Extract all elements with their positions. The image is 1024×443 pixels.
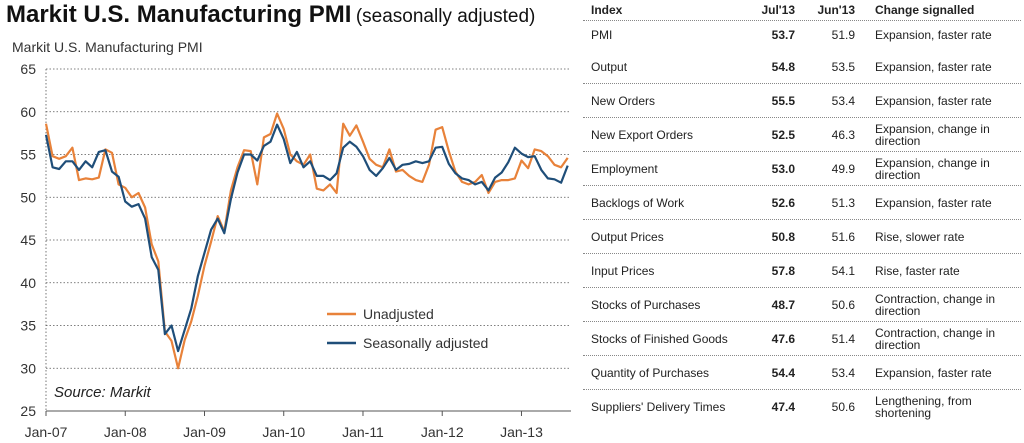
- y-tick-label: 65: [20, 61, 36, 77]
- chart-source: Source: Markit: [54, 384, 152, 401]
- row-jun-value: 46.3: [805, 118, 867, 151]
- table-header: Index Jul'13 Jun'13 Change signalled: [583, 0, 1021, 20]
- table-row: New Orders 55.5 53.4 Expansion, faster rate: [583, 83, 1021, 117]
- title-sub: (seasonally adjusted): [355, 6, 536, 27]
- x-tick-label: Jan-09: [183, 424, 226, 440]
- table-row: PMI 53.7 51.9 Expansion, faster rate: [583, 20, 1021, 48]
- page-title: Markit U.S. Manufacturing PMI (seasonall…: [6, 1, 535, 29]
- row-jul-value: 50.8: [743, 220, 805, 253]
- row-change-signalled: Expansion, faster rate: [875, 27, 992, 42]
- row-jun-value: 53.4: [805, 356, 867, 389]
- row-change-signalled: Rise, faster rate: [875, 263, 960, 278]
- row-change-signalled: Rise, slower rate: [875, 229, 965, 244]
- row-jul-value: 48.7: [743, 288, 805, 321]
- series-line-unadjusted: [44, 112, 569, 370]
- row-index-label: Suppliers' Delivery Times: [591, 399, 726, 414]
- legend-label: Unadjusted: [363, 306, 434, 322]
- row-jun-value: 51.6: [805, 220, 867, 253]
- table-row: Output Prices 50.8 51.6 Rise, slower rate: [583, 219, 1021, 253]
- row-index-label: New Export Orders: [591, 127, 694, 142]
- x-tick-label: Jan-07: [25, 424, 68, 440]
- row-change-signalled: Expansion, faster rate: [875, 93, 992, 108]
- y-tick-label: 55: [20, 147, 36, 163]
- row-index-label: Output: [591, 59, 628, 74]
- row-jun-value: 53.4: [805, 84, 867, 117]
- table-row: Output 54.8 53.5 Expansion, faster rate: [583, 48, 1021, 83]
- table-row: Stocks of Purchases 48.7 50.6 Contraction, …: [583, 287, 1021, 321]
- row-jul-value: 54.4: [743, 356, 805, 389]
- x-tick-label: Jan-12: [421, 424, 464, 440]
- row-index-label: Employment: [591, 161, 658, 176]
- row-jul-value: 54.8: [743, 50, 805, 83]
- header-jul: Jul'13: [761, 3, 795, 17]
- row-index-label: Stocks of Finished Goods: [591, 331, 728, 346]
- y-tick-label: 60: [20, 104, 36, 120]
- row-index-label: Input Prices: [591, 263, 655, 278]
- row-index-label: PMI: [591, 27, 613, 42]
- chart-title: Markit U.S. Manufacturing PMI: [12, 39, 203, 55]
- row-jun-value: 50.6: [805, 390, 867, 423]
- row-change-signalled: Contraction, change in direction: [875, 291, 996, 318]
- row-jul-value: 52.6: [743, 186, 805, 219]
- table-row: Employment 53.0 49.9 Expansion, change in d…: [583, 151, 1021, 185]
- row-jun-value: 54.1: [805, 254, 867, 287]
- y-tick-label: 45: [20, 232, 36, 248]
- y-tick-label: 25: [20, 403, 36, 419]
- title-main: Markit U.S. Manufacturing PMI: [6, 1, 352, 28]
- table-row: Backlogs of Work 52.6 51.3 Expansion, faste…: [583, 185, 1021, 219]
- x-tick-label: Jan-10: [262, 424, 305, 440]
- row-jun-value: 51.3: [805, 186, 867, 219]
- row-index-label: Backlogs of Work: [591, 195, 685, 210]
- table-row: Stocks of Finished Goods 47.6 51.4 Contract…: [583, 321, 1021, 355]
- y-tick-label: 35: [20, 318, 36, 334]
- pmi-line-chart: Markit U.S. Manufacturing PMI 25 30 35 40 45 5…: [12, 39, 571, 440]
- row-jul-value: 53.7: [743, 21, 805, 48]
- row-jun-value: 51.4: [805, 322, 867, 355]
- table-row: Input Prices 57.8 54.1 Rise, faster rate: [583, 253, 1021, 287]
- row-index-label: Quantity of Purchases: [591, 365, 710, 380]
- table-row: Quantity of Purchases 54.4 53.4 Expansion, …: [583, 355, 1021, 389]
- row-jun-value: 53.5: [805, 50, 867, 83]
- header-jun: Jun'13: [817, 3, 855, 17]
- pmi-index-table: Index Jul'13 Jun'13 Change signalled PMI…: [583, 0, 1021, 423]
- row-jul-value: 53.0: [743, 152, 805, 185]
- row-jul-value: 47.6: [743, 322, 805, 355]
- x-tick-label: Jan-08: [104, 424, 147, 440]
- row-change-signalled: Expansion, change in direction: [875, 155, 990, 182]
- row-jul-value: 47.4: [743, 390, 805, 423]
- row-change-signalled: Expansion, change in direction: [875, 121, 990, 148]
- x-tick-label: Jan-11: [342, 424, 384, 440]
- series-line-seasonally-adjusted: [44, 123, 569, 353]
- row-change-signalled: Expansion, faster rate: [875, 195, 992, 210]
- row-index-label: Stocks of Purchases: [591, 297, 701, 312]
- row-jul-value: 52.5: [743, 118, 805, 151]
- row-index-label: New Orders: [591, 93, 656, 108]
- row-change-signalled: Expansion, faster rate: [875, 59, 992, 74]
- y-tick-label: 50: [20, 189, 36, 205]
- y-tick-label: 30: [20, 360, 36, 376]
- legend-label: Seasonally adjusted: [363, 335, 488, 351]
- x-tick-label: Jan-13: [500, 424, 543, 440]
- row-jul-value: 55.5: [743, 84, 805, 117]
- row-jun-value: 49.9: [805, 152, 867, 185]
- row-change-signalled: Expansion, faster rate: [875, 365, 992, 380]
- row-jul-value: 57.8: [743, 254, 805, 287]
- row-index-label: Output Prices: [591, 229, 664, 244]
- header-change: Change signalled: [875, 3, 975, 17]
- row-change-signalled: Contraction, change in direction: [875, 325, 996, 352]
- table-row: New Export Orders 52.5 46.3 Expansion, chan…: [583, 117, 1021, 151]
- y-tick-label: 40: [20, 275, 36, 291]
- table-row: Suppliers' Delivery Times 47.4 50.6 Lengthe…: [583, 389, 1021, 423]
- row-jun-value: 50.6: [805, 288, 867, 321]
- header-index: Index: [591, 3, 623, 17]
- row-jun-value: 51.9: [805, 21, 867, 48]
- row-change-signalled: Lengthening, from shortening: [875, 393, 972, 420]
